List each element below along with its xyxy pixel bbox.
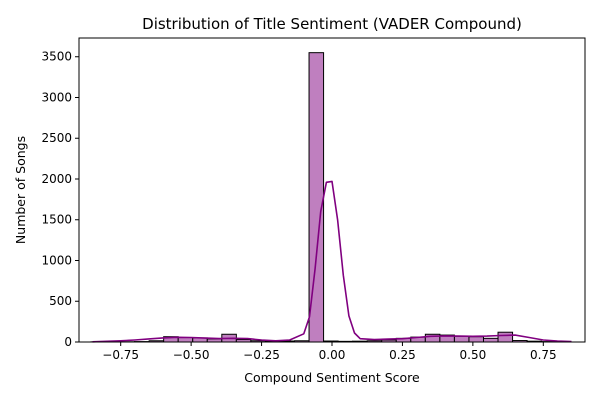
chart-title: Distribution of Title Sentiment (VADER C… (142, 15, 522, 33)
histogram-bar (468, 336, 484, 343)
y-tick-label: 0 (64, 335, 72, 349)
kde-line (92, 180, 572, 343)
histogram-bar (482, 337, 499, 343)
y-tick-label: 3500 (41, 50, 72, 64)
x-tick-label: 0.50 (460, 348, 487, 362)
histogram-bar (453, 335, 470, 343)
x-tick-label: −0.25 (243, 348, 280, 362)
x-tick-label: −0.75 (102, 348, 139, 362)
histogram-bar (497, 331, 514, 343)
y-tick-label: 3000 (41, 90, 72, 104)
y-tick-label: 1500 (41, 213, 72, 227)
y-axis-label: Number of Songs (13, 136, 28, 244)
y-tick-label: 2500 (41, 131, 72, 145)
y-tick-label: 2000 (41, 172, 72, 186)
x-axis-label: Compound Sentiment Score (244, 370, 420, 385)
y-tick-label: 500 (49, 294, 72, 308)
x-tick-label: −0.50 (173, 348, 210, 362)
y-tick-label: 1000 (41, 253, 72, 267)
x-tick-label: 0.00 (319, 348, 346, 362)
plot-area: −0.75 −0.50 −0.25 0.00 0.25 0.50 0.75 0 500 1000 1… (41, 37, 586, 362)
x-tick-label: 0.75 (530, 348, 557, 362)
x-tick-label: 0.25 (389, 348, 416, 362)
